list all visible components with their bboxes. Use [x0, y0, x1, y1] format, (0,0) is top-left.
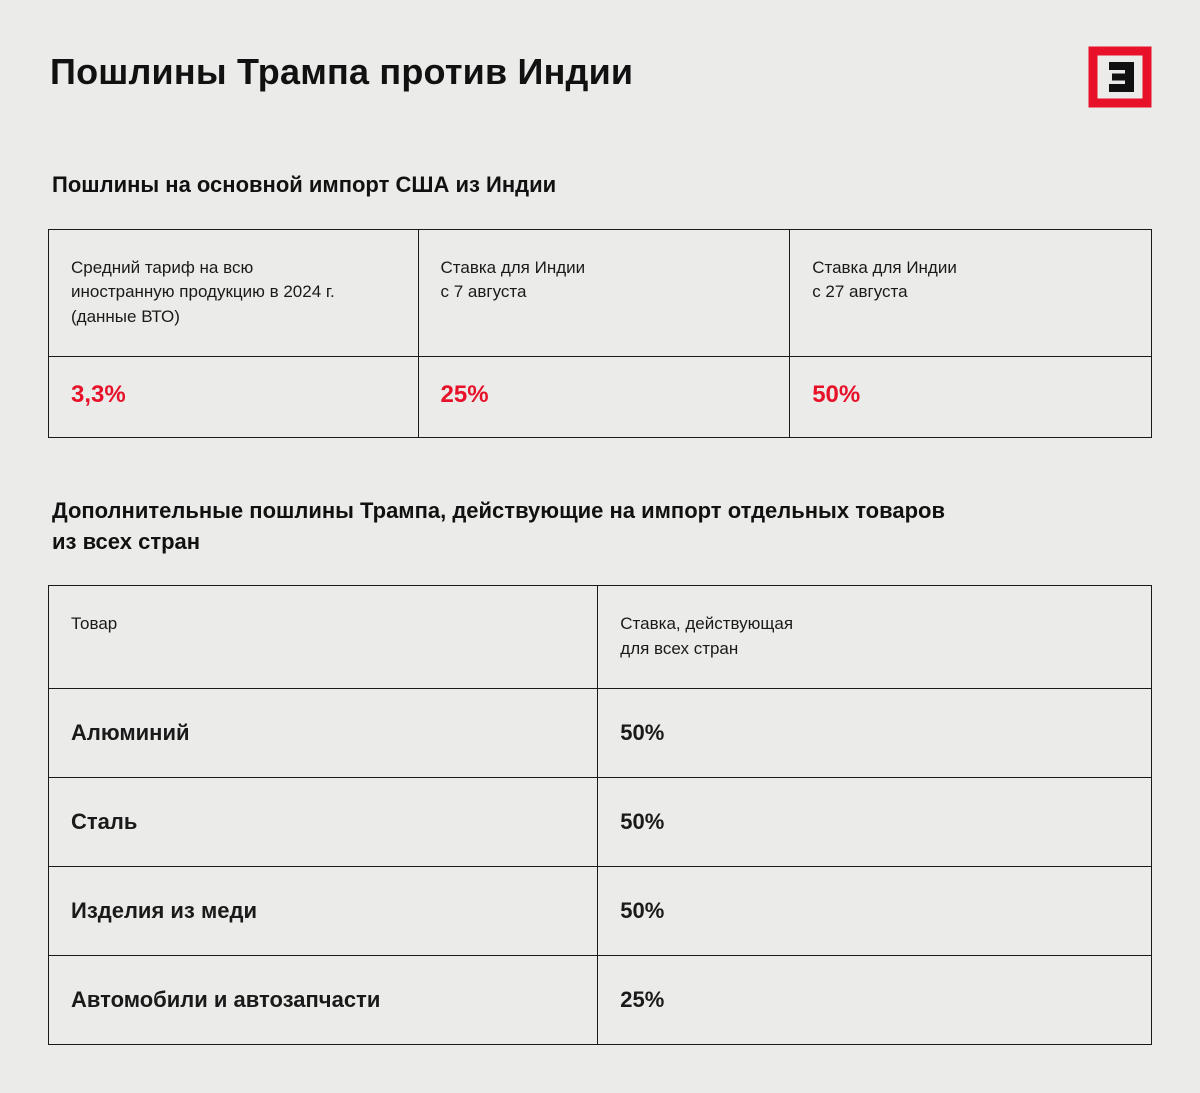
product-cell: Автомобили и автозапчасти [47, 954, 599, 1045]
table-row-steel: Сталь 50% [47, 776, 1152, 867]
section-1-heading: Пошлины на основной импорт США из Индии [52, 172, 557, 197]
table-row-aluminium: Алюминий 50% [47, 687, 1152, 778]
header-cell-global-rate: Ставка, действующая для всех стран [597, 585, 1152, 689]
section-2-heading: Дополнительные пошлины Трампа, действующ… [52, 497, 945, 554]
value-cell-rate-aug7: 25% [417, 355, 791, 438]
header-cell-rate-aug27: Ставка для Индии с 27 августа [789, 228, 1152, 357]
header-cell-average-tariff: Средний тариф на всю иностранную продукц… [48, 228, 419, 357]
rate-cell: 50% [597, 687, 1152, 778]
header-cell-product: Товар [47, 585, 599, 689]
table-header-row: Товар Ставка, действующая для всех стран [47, 585, 1152, 689]
header-bar: Пошлины Трампа против Индии [48, 46, 1152, 108]
table-row-autos: Автомобили и автозапчасти 25% [47, 954, 1152, 1045]
logo-icon [1088, 46, 1152, 108]
rate-cell: 50% [597, 865, 1152, 956]
rate-cell: 50% [597, 776, 1152, 867]
header-cell-rate-aug7: Ставка для Индии с 7 августа [417, 228, 791, 357]
table-row-copper: Изделия из меди 50% [47, 865, 1152, 956]
product-cell: Алюминий [47, 687, 599, 778]
product-cell: Изделия из меди [47, 865, 599, 956]
value-cell-rate-aug27: 50% [789, 355, 1152, 438]
brand-logo [1088, 46, 1152, 108]
product-cell: Сталь [47, 776, 599, 867]
page-title: Пошлины Трампа против Индии [50, 51, 634, 92]
table-header-row: Средний тариф на всю иностранную продукц… [48, 228, 1152, 357]
products-tariffs-table: Товар Ставка, действующая для всех стран… [47, 585, 1152, 1045]
table-value-row: 3,3% 25% 50% [48, 355, 1152, 438]
value-cell-average-tariff: 3,3% [48, 355, 419, 438]
rate-cell: 25% [597, 954, 1152, 1045]
tariffs-india-table: Средний тариф на всю иностранную продукц… [48, 228, 1152, 438]
